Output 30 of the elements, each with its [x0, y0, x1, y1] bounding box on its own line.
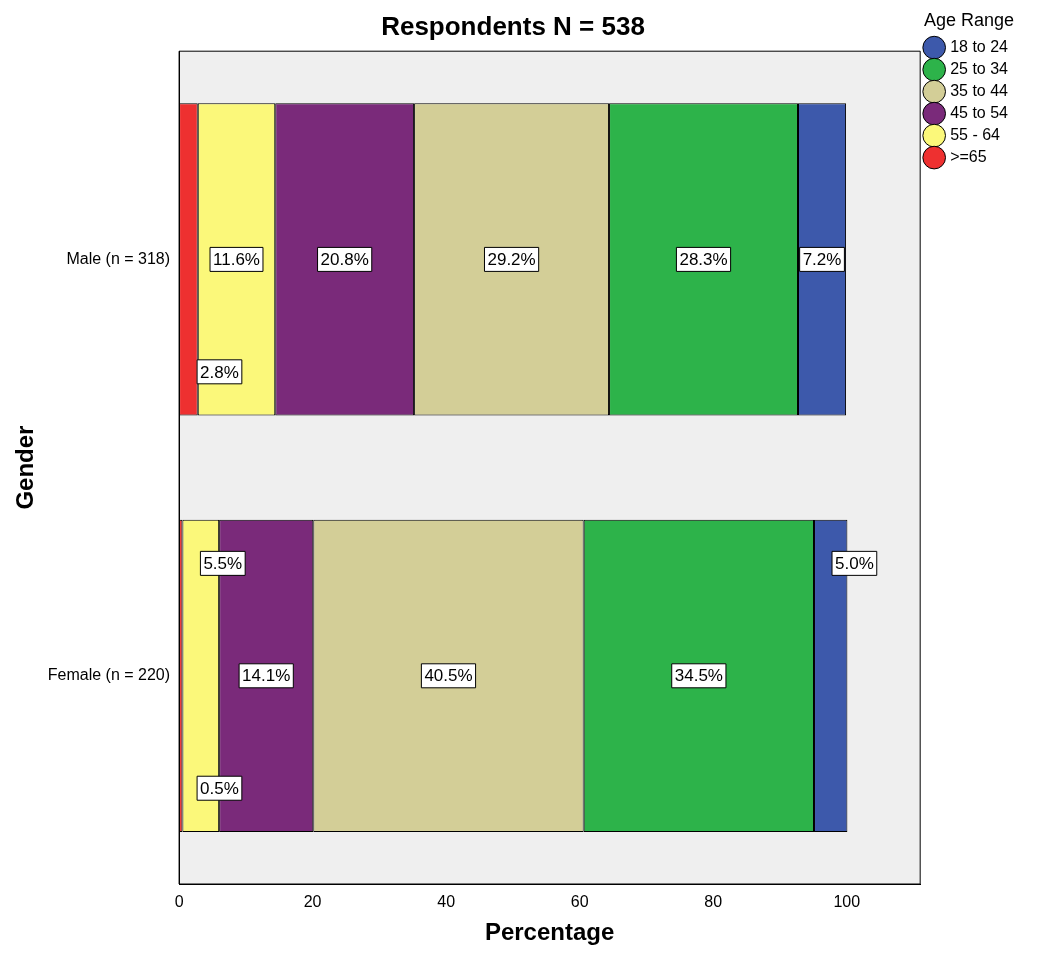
x-tick-label: 100	[833, 893, 861, 911]
legend-label: >=65	[950, 148, 987, 166]
x-tick-label: 80	[704, 893, 723, 911]
y-tick-label: Female (n = 220)	[47, 666, 171, 684]
legend-label: 35 to 44	[950, 82, 1009, 100]
data-label: 5.5%	[203, 554, 243, 574]
y-tick-label: Male (n = 318)	[66, 249, 171, 267]
legend-title: Age Range	[924, 9, 1015, 30]
x-tick-label: 0	[174, 893, 184, 911]
data-label: 0.5%	[200, 778, 239, 798]
legend-label: 25 to 34	[950, 60, 1009, 78]
data-label: 40.5%	[424, 666, 473, 686]
data-label: 29.2%	[487, 250, 536, 270]
x-tick-label: 60	[570, 893, 589, 911]
legend-label: 18 to 24	[950, 38, 1009, 56]
legend-label: 55 - 64	[950, 126, 1001, 144]
data-label: 11.6%	[213, 250, 260, 270]
data-label: 28.3%	[679, 250, 728, 270]
chart-title: Respondents N = 538	[381, 10, 645, 41]
data-label: 34.5%	[674, 666, 723, 686]
legend-label: 45 to 54	[950, 104, 1009, 122]
data-label: 14.1%	[242, 666, 291, 686]
data-label: 20.8%	[320, 250, 369, 270]
data-label: 5.0%	[835, 554, 874, 574]
x-tick-label: 40	[437, 893, 456, 911]
data-label: 7.2%	[802, 250, 842, 270]
x-axis-title: Percentage	[484, 918, 615, 946]
x-tick-label: 20	[303, 893, 322, 911]
y-axis-title: Gender	[11, 425, 39, 510]
data-label: 2.8%	[200, 362, 239, 382]
